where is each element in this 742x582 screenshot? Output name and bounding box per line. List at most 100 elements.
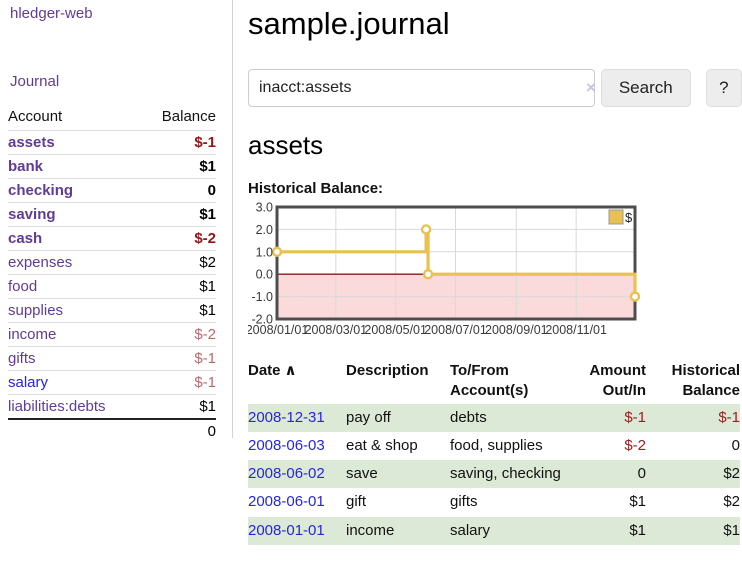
transaction-amount: $-1: [624, 408, 646, 426]
search-input[interactable]: [248, 69, 595, 107]
account-row: food $1: [8, 274, 216, 299]
account-link[interactable]: gifts: [8, 350, 36, 367]
search-form: × Search ?: [248, 69, 742, 107]
transaction-date-link[interactable]: 2008-06-01: [248, 493, 325, 511]
x-tick-label: 2008/07/01: [424, 323, 487, 337]
chart-frame: [275, 205, 637, 321]
register-col-description: Description: [346, 362, 429, 379]
account-link[interactable]: checking: [8, 182, 74, 199]
account-link[interactable]: assets: [8, 134, 55, 151]
register-col-date[interactable]: Date ∧: [248, 362, 297, 379]
main-content: sample.journal × Search ? assets Histori…: [248, 0, 742, 545]
data-point-marker: [629, 291, 641, 302]
page-title: sample.journal: [248, 6, 450, 41]
account-link[interactable]: liabilities:debts: [8, 398, 106, 415]
account-row: supplies $1: [8, 298, 216, 323]
legend-swatch: [608, 209, 624, 225]
transaction-accounts: gifts: [450, 493, 478, 511]
accounts-col-balance: Balance: [161, 108, 216, 125]
x-tick-label: 2008/11/01: [545, 323, 607, 337]
register-table: Date ∧ Description To/From Account(s) Amo…: [248, 359, 740, 545]
sort-ascending-icon: ∧: [284, 362, 297, 379]
account-row: saving $1: [8, 202, 216, 227]
account-row: salary $-1: [8, 370, 216, 395]
transaction-row: 2008-06-02 save saving, checking 0 $2: [248, 460, 740, 489]
account-link[interactable]: food: [8, 278, 38, 295]
transaction-description: income: [346, 521, 395, 539]
account-balance: $-1: [194, 374, 216, 391]
data-point-marker: [271, 246, 283, 257]
register-col-amount: Amount Out/In: [589, 362, 646, 400]
x-tick-label: 2008/01/01: [248, 323, 308, 337]
account-link[interactable]: supplies: [8, 302, 64, 319]
transaction-accounts: saving, checking: [450, 465, 561, 482]
transaction-date-link[interactable]: 2008-12-31: [248, 408, 325, 426]
clear-search-icon[interactable]: ×: [586, 78, 596, 97]
sidebar-item-journal[interactable]: Journal: [10, 73, 60, 90]
account-balance: $1: [199, 158, 216, 175]
account-balance: $1: [199, 206, 216, 223]
account-balance: $2: [199, 254, 216, 271]
transaction-amount: $1: [629, 521, 646, 539]
data-point-marker: [420, 224, 432, 235]
account-balance: $-1: [194, 134, 216, 151]
transaction-amount: $1: [629, 493, 646, 511]
transaction-balance: $1: [723, 521, 740, 539]
transaction-description: eat & shop: [346, 436, 418, 454]
account-link[interactable]: bank: [8, 158, 44, 175]
transaction-row: 2008-06-01 gift gifts $1 $2: [248, 488, 740, 516]
x-tick-label: 2008/03/01: [305, 323, 368, 337]
account-link[interactable]: cash: [8, 230, 43, 247]
account-balance: $-2: [194, 230, 216, 247]
account-link[interactable]: saving: [8, 206, 56, 223]
help-button[interactable]: ?: [705, 69, 742, 107]
y-tick-label: -1.0: [251, 290, 273, 304]
account-row: liabilities:debts $1: [8, 394, 216, 420]
transaction-date-link[interactable]: 2008-01-01: [248, 521, 325, 539]
account-row: expenses $2: [8, 250, 216, 275]
chart-title: Historical Balance:: [248, 180, 384, 197]
account-link[interactable]: salary: [8, 374, 49, 391]
transaction-accounts: food, supplies: [450, 436, 543, 454]
accounts-col-account: Account: [8, 108, 63, 125]
app-brand-link[interactable]: hledger-web: [10, 5, 93, 22]
register-col-balance: Historical Balance: [671, 362, 740, 400]
transaction-date-link[interactable]: 2008-06-02: [248, 465, 325, 482]
transaction-row: 2008-01-01 income salary $1 $1: [248, 516, 740, 545]
y-tick-label: 0.0: [256, 268, 273, 282]
register-body: 2008-12-31 pay off debts $-1 $-1 2008-06-03 ea…: [248, 403, 740, 545]
account-row: assets $-1: [8, 130, 216, 155]
transaction-accounts: salary: [450, 521, 491, 539]
account-link[interactable]: income: [8, 326, 57, 343]
register-col-accounts: To/From Account(s): [450, 362, 529, 400]
legend-label: $: [625, 210, 633, 225]
account-link[interactable]: expenses: [8, 254, 73, 271]
transaction-amount: $-2: [624, 436, 646, 454]
transaction-row: 2008-06-03 eat & shop food, supplies $-2 0: [248, 432, 740, 460]
account-row: bank $1: [8, 154, 216, 179]
transaction-amount: 0: [637, 465, 646, 482]
account-balance: $-1: [194, 350, 216, 367]
accounts-body: assets $-1 bank $1 checking 0 saving $1 cash $-2 e…: [8, 130, 216, 444]
accounts-table: Account Balance assets $-1 bank $1 checking 0…: [8, 106, 216, 443]
y-tick-label: 1.0: [256, 245, 273, 259]
account-row: cash $-2: [8, 226, 216, 251]
account-balance: 0: [207, 182, 216, 199]
account-balance: $1: [199, 278, 216, 295]
accounts-total-row: 0: [8, 419, 216, 443]
transaction-row: 2008-12-31 pay off debts $-1 $-1: [248, 403, 740, 432]
historical-balance-chart: 3.0 2.0 1.0 0.0 -1.0 -2.02008/01/012008/03/01…: [248, 201, 641, 337]
transaction-balance: 0: [731, 436, 740, 454]
sidebar: hledger-web Journal Account Balance asse…: [0, 0, 233, 440]
account-row: checking 0: [8, 178, 216, 203]
account-row: gifts $-1: [8, 346, 216, 371]
transaction-date-link[interactable]: 2008-06-03: [248, 436, 325, 454]
account-heading: assets: [248, 130, 324, 160]
transaction-balance: $2: [723, 493, 740, 511]
account-balance: $1: [199, 398, 216, 415]
transaction-accounts: debts: [450, 408, 487, 426]
transaction-description: pay off: [346, 408, 391, 426]
accounts-total-value: 0: [207, 423, 216, 440]
x-tick-label: 2008/09/01: [485, 323, 548, 337]
search-button[interactable]: Search: [600, 69, 691, 107]
